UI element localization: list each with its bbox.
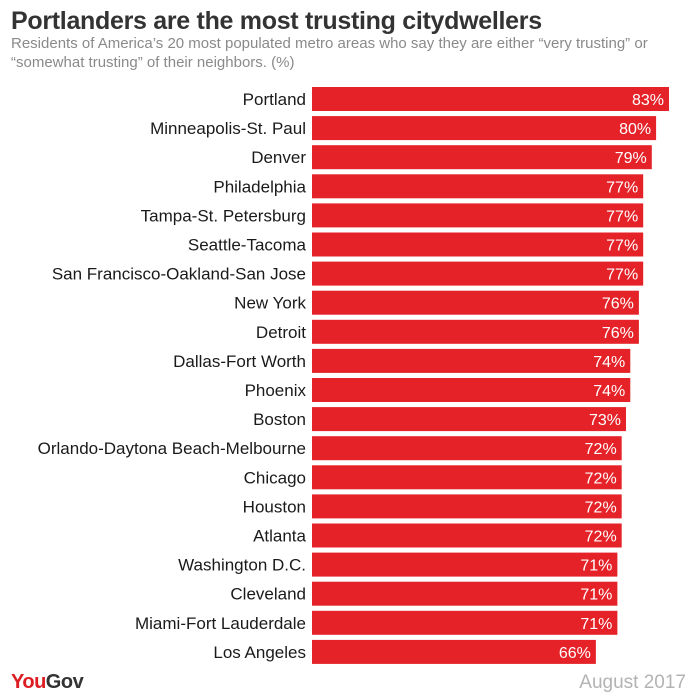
value-label: 76% (602, 296, 634, 313)
bar-row: Los Angeles 66% (213, 639, 596, 664)
bar (312, 290, 639, 315)
bar (312, 87, 669, 111)
value-label: 72% (585, 470, 617, 487)
category-label: Portland (243, 90, 306, 109)
category-label: Philadelphia (213, 177, 306, 196)
bar (312, 145, 652, 170)
category-label: Los Angeles (213, 643, 306, 662)
value-label: 77% (606, 238, 638, 255)
value-label: 74% (593, 354, 625, 371)
category-label: Cleveland (230, 585, 306, 604)
category-label: Denver (251, 148, 306, 167)
value-label: 73% (589, 412, 621, 429)
bar (312, 523, 622, 548)
bar-row: Portland 83% (243, 87, 669, 111)
value-label: 83% (632, 92, 664, 109)
category-label: San Francisco-Oakland-San Jose (52, 265, 306, 284)
bar-row: Boston 73% (253, 407, 626, 432)
logo-you-text: You (11, 671, 46, 693)
bar (312, 174, 644, 199)
bar (312, 639, 596, 664)
category-label: Seattle-Tacoma (188, 236, 307, 255)
logo-gov-text: Gov (45, 671, 84, 693)
value-label: 74% (593, 383, 625, 400)
bar-row: New York 76% (234, 290, 639, 315)
bar-row: Minneapolis-St. Paul 80% (150, 116, 657, 141)
value-label: 76% (602, 325, 634, 342)
bar-row: San Francisco-Oakland-San Jose 77% (52, 261, 644, 286)
value-label: 77% (606, 208, 638, 225)
category-label: Washington D.C. (178, 556, 306, 575)
bar (312, 319, 639, 344)
bar-row: Phoenix 74% (245, 378, 631, 402)
chart-title: Portlanders are the most trusting citydw… (11, 7, 542, 35)
bar-row: Dallas-Fort Worth 74% (173, 348, 631, 373)
category-label: Tampa-St. Petersburg (141, 206, 306, 225)
publication-date: August 2017 (579, 672, 686, 693)
category-label: New York (234, 294, 306, 313)
value-label: 71% (580, 616, 612, 633)
yougov-logo: YouGov (11, 671, 84, 694)
value-label: 77% (606, 179, 638, 196)
category-label: Detroit (256, 323, 306, 342)
category-label: Phoenix (245, 381, 307, 400)
bar-row: Seattle-Tacoma 77% (188, 232, 644, 257)
value-label: 66% (559, 645, 591, 662)
bar (312, 552, 618, 577)
category-label: Dallas-Fort Worth (173, 352, 306, 371)
value-label: 80% (619, 121, 651, 138)
bar-row: Cleveland 71% (230, 581, 618, 606)
bar (312, 203, 644, 228)
bar-row: Atlanta 72% (253, 523, 622, 548)
category-label: Atlanta (253, 527, 306, 546)
bar-row: Tampa-St. Petersburg 77% (141, 203, 644, 228)
bar-row: Detroit 76% (256, 319, 639, 344)
bar-row: Denver 79% (251, 145, 652, 170)
bar (312, 232, 644, 257)
bar (312, 348, 631, 373)
value-label: 79% (615, 150, 647, 167)
bar (312, 494, 622, 519)
bar (312, 610, 618, 635)
value-label: 72% (585, 499, 617, 516)
category-label: Chicago (244, 468, 306, 487)
bar-row: Chicago 72% (244, 465, 622, 490)
bar (312, 116, 657, 141)
category-label: Orlando-Daytona Beach-Melbourne (38, 439, 306, 458)
value-label: 72% (585, 441, 617, 458)
category-label: Minneapolis-St. Paul (150, 119, 306, 138)
bar (312, 581, 618, 606)
category-label: Miami-Fort Lauderdale (135, 614, 306, 633)
value-label: 71% (580, 587, 612, 604)
value-label: 77% (606, 267, 638, 284)
bar-row: Miami-Fort Lauderdale 71% (135, 610, 618, 635)
bar-row: Washington D.C. 71% (178, 552, 618, 577)
category-label: Boston (253, 410, 306, 429)
category-label: Houston (243, 497, 306, 516)
bar-row: Philadelphia 77% (213, 174, 644, 199)
bar (312, 378, 631, 402)
chart-subtitle: Residents of America’s 20 most populated… (11, 35, 648, 71)
bar (312, 407, 626, 432)
bar-row: Houston 72% (243, 494, 622, 519)
bar (312, 465, 622, 490)
value-label: 72% (585, 529, 617, 546)
value-label: 71% (580, 558, 612, 575)
bar (312, 261, 644, 286)
bar (312, 436, 622, 461)
bar-row: Orlando-Daytona Beach-Melbourne 72% (38, 436, 622, 461)
